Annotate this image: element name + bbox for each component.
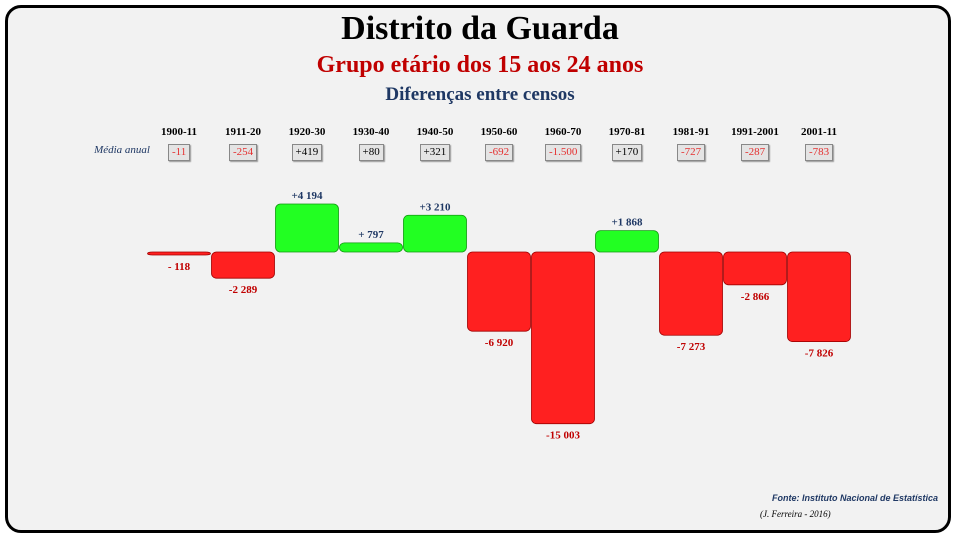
annual-average-value: +321 (419, 144, 451, 161)
period-label: 1960-70 (544, 126, 582, 138)
chart-subtitle-secondary: Diferenças entre censos (385, 84, 575, 105)
period-label: 1940-50 (416, 126, 454, 138)
data-label-1940-50: +3 210 (419, 201, 451, 213)
bar-1940-50 (403, 214, 467, 253)
annual-average-value: +170 (611, 144, 643, 161)
annual-average-value: -783 (805, 144, 834, 161)
data-label-2001-11: -7 826 (805, 348, 834, 360)
data-label-1970-81: +1 868 (611, 217, 643, 229)
annual-average-value: +419 (291, 144, 323, 161)
average-row-label: Média anual (94, 144, 150, 156)
period-label: 1970-81 (608, 126, 646, 138)
bar-1930-40 (339, 242, 403, 253)
chart-title: Distrito da Guarda (341, 10, 619, 47)
data-label-1920-30: +4 194 (291, 190, 323, 202)
bar-1960-70 (531, 251, 595, 425)
data-label-1991-2001: -2 866 (741, 291, 770, 303)
period-label: 1981-91 (672, 126, 710, 138)
author-credit: (J. Ferreira - 2016) (760, 509, 831, 519)
period-label: 2001-11 (800, 126, 838, 138)
period-label: 1911-20 (224, 126, 262, 138)
bar-1911-20 (211, 251, 275, 279)
annual-average-value: -692 (485, 144, 514, 161)
chart-subtitle: Grupo etário dos 15 aos 24 anos (316, 52, 644, 78)
bar-1900-11 (147, 251, 211, 256)
period-label: 1950-60 (480, 126, 518, 138)
period-label: 1900-11 (160, 126, 198, 138)
annual-average-value: +80 (358, 144, 384, 161)
annual-average-value: -11 (168, 144, 191, 161)
data-label-1960-70: -15 003 (546, 430, 580, 442)
data-label-1950-60: -6 920 (485, 337, 514, 349)
period-label: 1930-40 (352, 126, 390, 138)
bar-1970-81 (595, 230, 659, 253)
bar-1991-2001 (723, 251, 787, 286)
annual-average-value: -1.500 (545, 144, 582, 161)
annual-average-value: -287 (741, 144, 770, 161)
data-label-1911-20: -2 289 (229, 284, 258, 296)
period-label: 1991-2001 (731, 126, 779, 138)
source-note: Fonte: Instituto Nacional de Estatística (771, 493, 938, 503)
bar-1981-91 (659, 251, 723, 336)
bar-2001-11 (787, 251, 851, 342)
bar-1920-30 (275, 203, 339, 253)
data-label-1900-11: - 118 (168, 261, 191, 273)
data-label-1981-91: -7 273 (677, 341, 706, 353)
annual-average-value: -254 (229, 144, 258, 161)
period-label: 1920-30 (288, 126, 326, 138)
annual-average-value: -727 (677, 144, 706, 161)
data-label-1930-40: + 797 (358, 229, 384, 241)
bar-1950-60 (467, 251, 531, 332)
